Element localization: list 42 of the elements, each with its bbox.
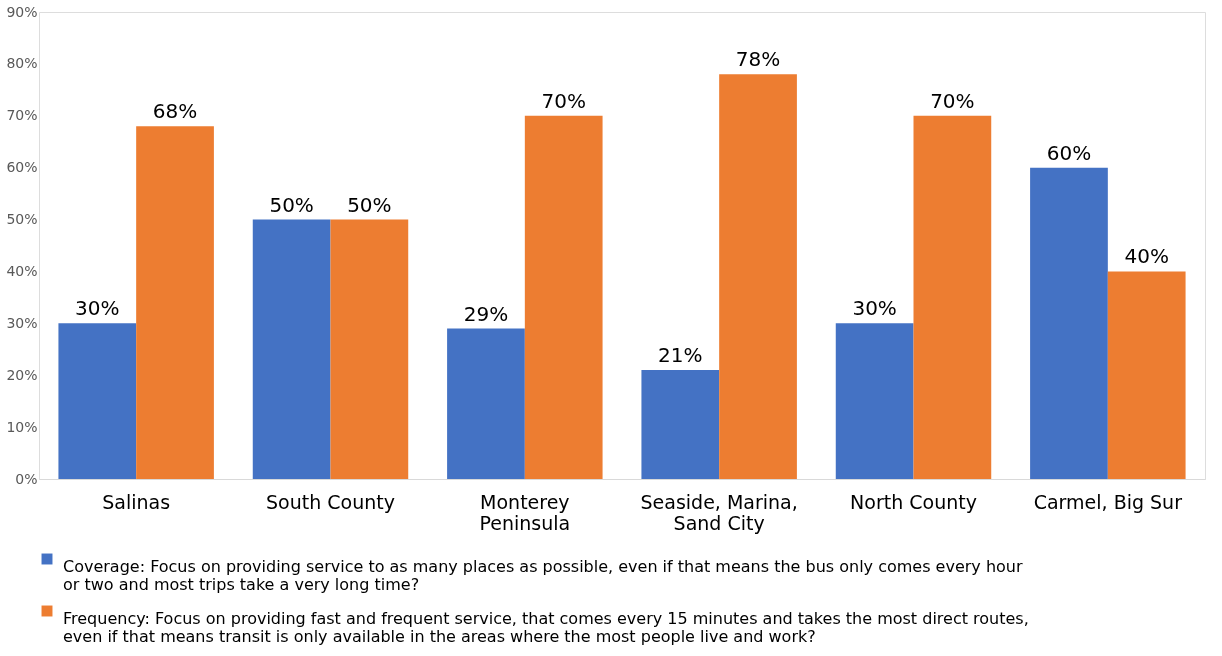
data-label: 78% <box>735 47 781 72</box>
y-tick-label: 0% <box>15 470 38 487</box>
y-tick-label: 40% <box>6 262 38 279</box>
bar <box>913 115 992 479</box>
data-label: 30% <box>75 296 120 321</box>
data-label: 70% <box>541 88 586 113</box>
bar <box>447 328 525 479</box>
y-tick-label: 80% <box>6 55 38 72</box>
y-tick-label: 20% <box>6 366 38 383</box>
y-tick-label: 10% <box>6 418 38 435</box>
data-label: 50% <box>347 192 392 217</box>
bar <box>524 115 603 479</box>
x-tick-label: Salinas <box>102 490 171 513</box>
legend-label: Frequency: Focus on providing fast and frequent service, that comes every 15 minutes and takes the most direct routes, even if that means transit is only available in the areas where the most people live and work? <box>63 609 1029 646</box>
bar <box>252 219 331 479</box>
data-label: 29% <box>463 301 509 326</box>
data-label: 50% <box>269 192 314 217</box>
y-tick-label: 60% <box>6 159 38 176</box>
bar <box>1107 271 1186 479</box>
x-tick-label: Seaside, Marina, Sand City <box>640 490 798 534</box>
x-tick-label: South County <box>266 490 395 513</box>
data-label: 21% <box>658 343 703 368</box>
bar <box>719 74 797 479</box>
bar <box>136 126 214 479</box>
data-label: 68% <box>152 99 198 124</box>
y-tick-label: 90% <box>6 3 38 20</box>
data-label: 40% <box>1124 244 1169 269</box>
y-tick-label: 50% <box>6 211 38 228</box>
bar <box>330 219 409 479</box>
bar <box>58 323 137 479</box>
y-tick-label: 30% <box>6 314 38 331</box>
y-tick-label: 70% <box>6 107 38 124</box>
x-tick-label: Monterey Peninsula <box>479 490 571 534</box>
data-label: 30% <box>852 296 897 321</box>
x-tick-label: Carmel, Big Sur <box>1033 490 1183 513</box>
bar <box>1030 167 1108 479</box>
bar <box>641 370 720 479</box>
data-label: 60% <box>1046 140 1092 165</box>
legend-label: Coverage: Focus on providing service to as many places as possible, even if that means the bus only comes every hour or two and most trips take a very long time? <box>63 557 1023 594</box>
data-label: 70% <box>930 88 975 113</box>
bar <box>835 323 914 479</box>
x-tick-label: North County <box>850 490 977 513</box>
